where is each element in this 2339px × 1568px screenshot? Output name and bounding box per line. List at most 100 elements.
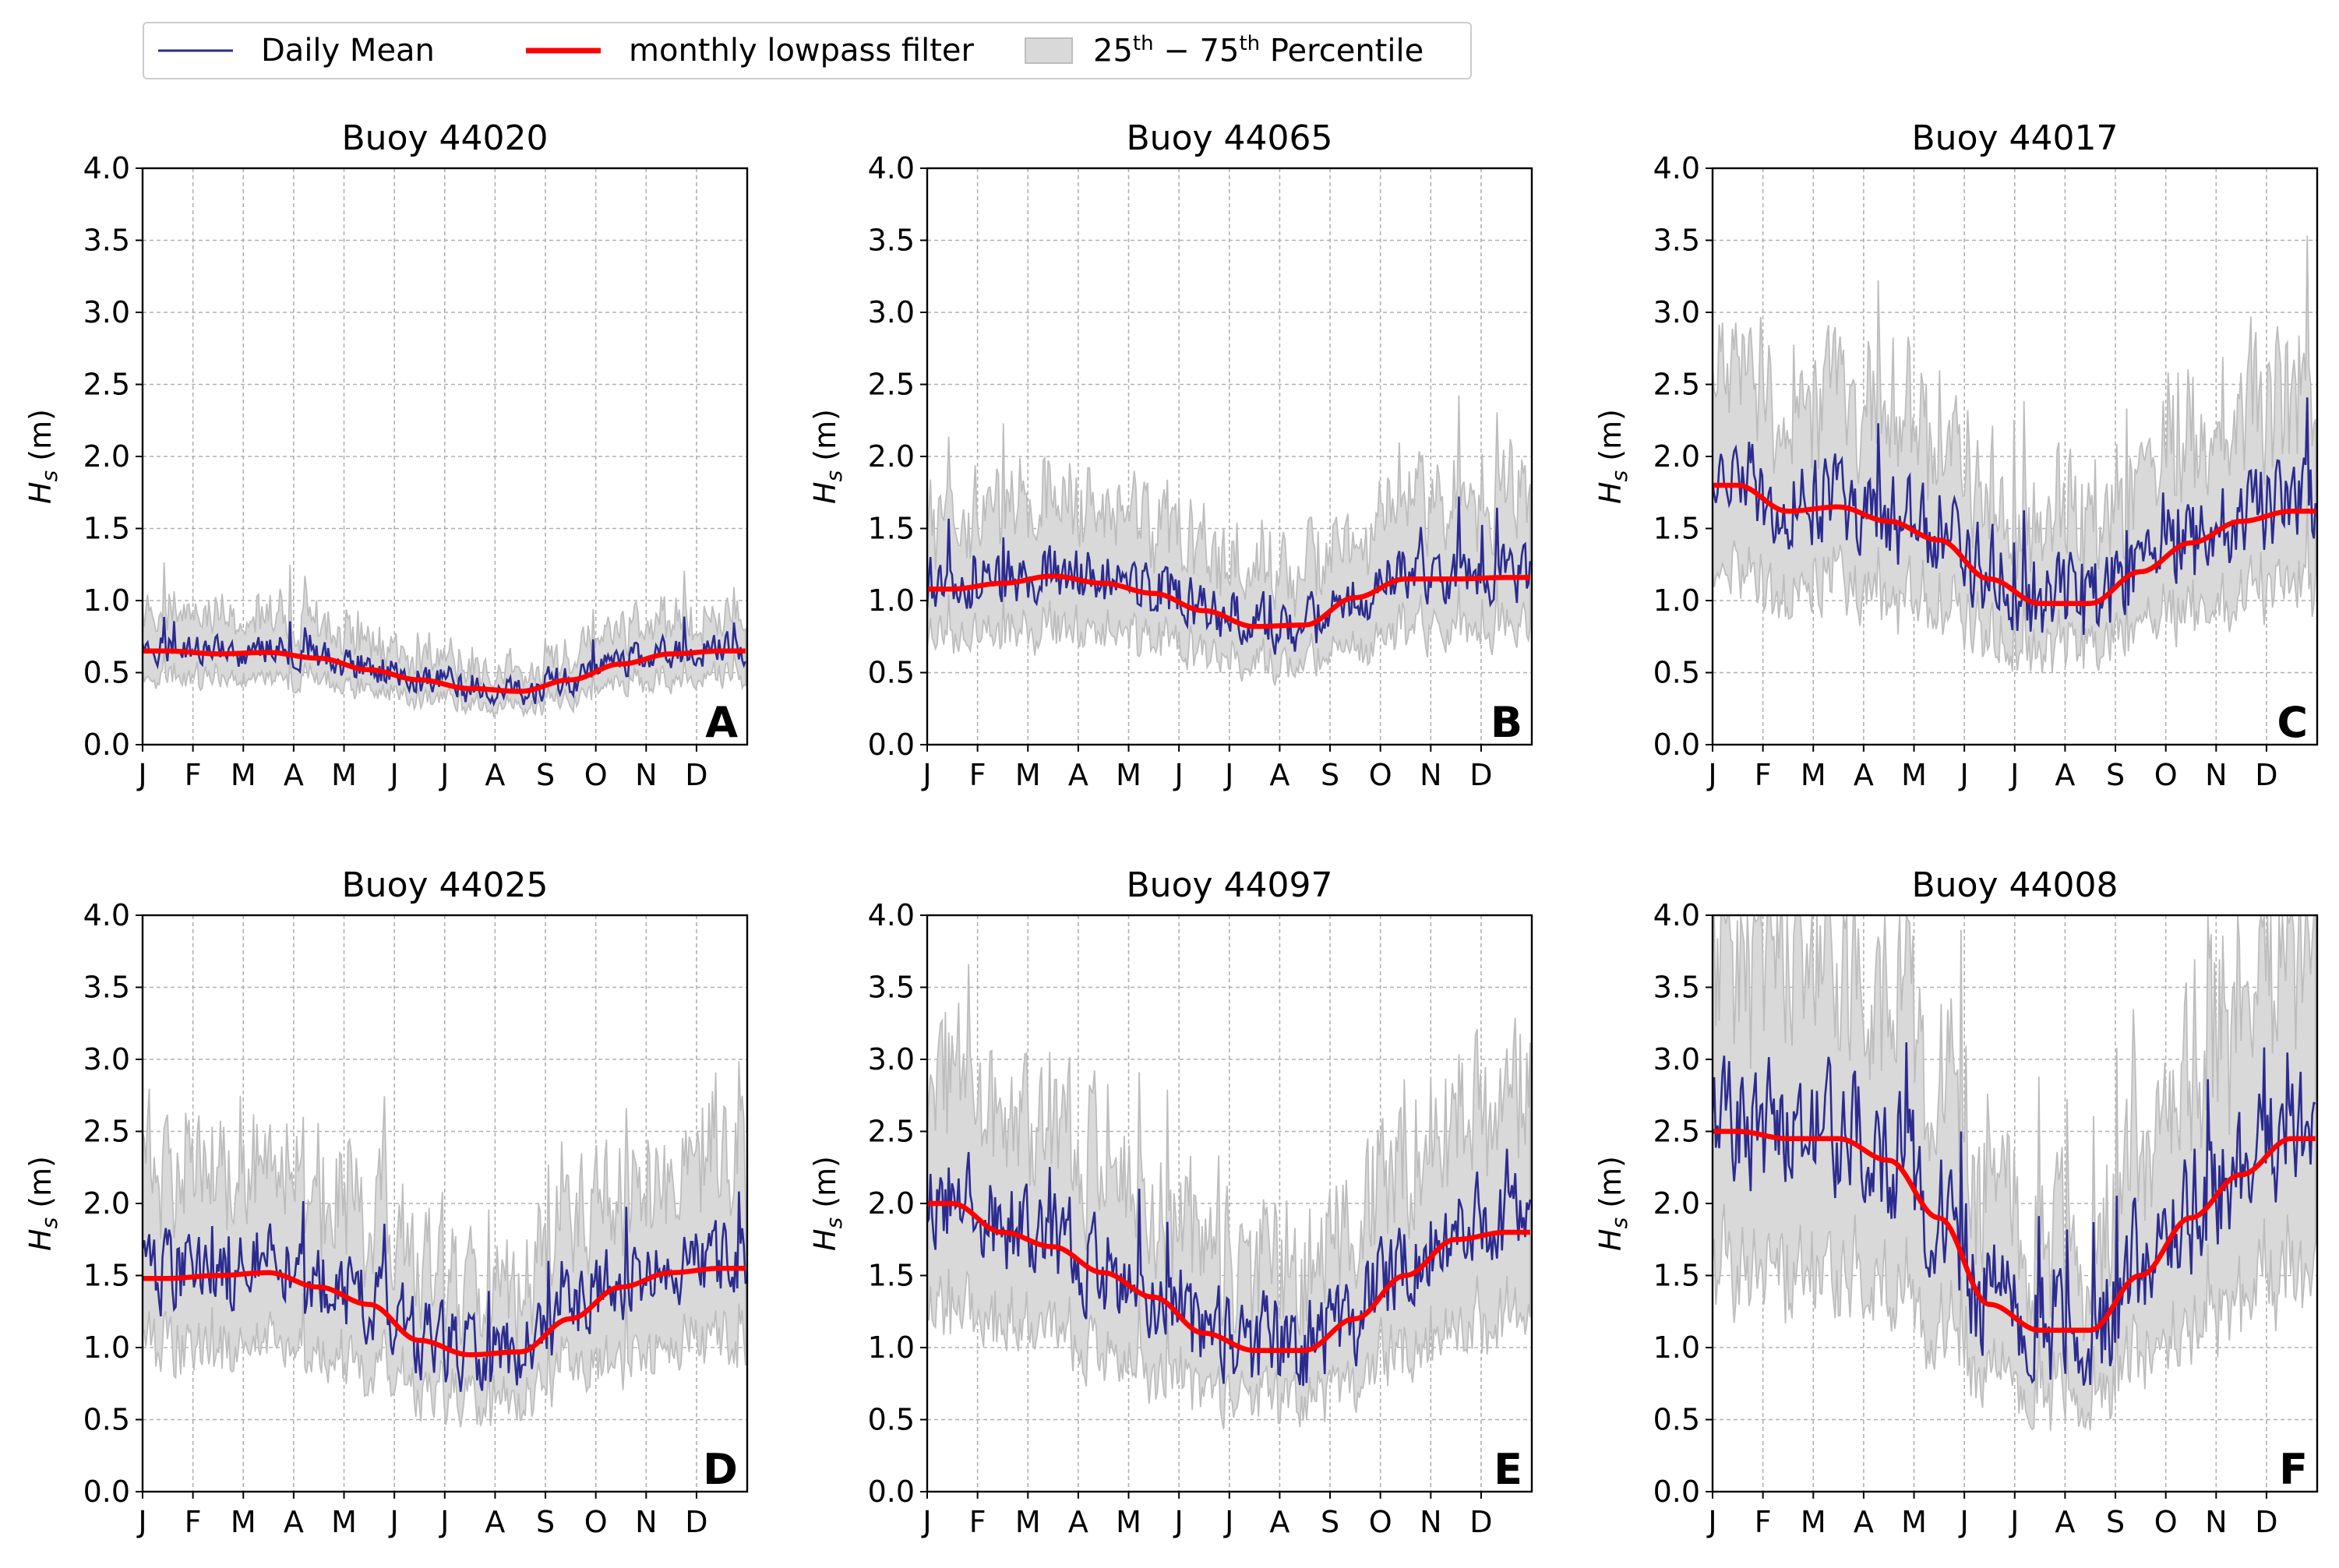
x-tick-label: D <box>2255 1505 2277 1539</box>
y-tick-label: 0.0 <box>83 728 130 762</box>
plot-area-6 <box>1713 915 2316 1431</box>
y-tick-label: 4.0 <box>83 898 130 932</box>
y-tick-label: 0.0 <box>1653 1475 1700 1509</box>
legend-item-percentile: 25th − 75th Percentile <box>1025 23 1424 78</box>
x-tick-label: J <box>389 758 399 792</box>
y-tick-label: 2.0 <box>868 1186 915 1221</box>
x-tick-label: M <box>1901 758 1927 792</box>
x-tick-label: J <box>921 1505 931 1539</box>
x-tick-label: A <box>1269 758 1289 792</box>
y-tick-label: 1.0 <box>868 583 915 618</box>
y-tick-label: 3.5 <box>1653 971 1700 1005</box>
chart-panel-4: 0.00.51.01.52.02.53.03.54.0J F M A M J J A S O N DB… <box>23 865 749 1539</box>
y-tick-label: 0.0 <box>1653 728 1700 762</box>
x-tick-label: N <box>1420 758 1441 792</box>
y-tick-label: 1.0 <box>83 1330 130 1365</box>
x-tick-label: A <box>1854 758 1874 792</box>
legend-item-daily-mean: Daily Mean <box>158 23 435 78</box>
y-tick-label: 0.5 <box>1653 1403 1700 1437</box>
lowpass-line <box>1713 482 2316 606</box>
panel-label: D <box>703 1445 738 1494</box>
x-tick-label: J <box>1173 758 1184 792</box>
y-tick-label: 2.5 <box>83 1115 130 1149</box>
x-tick-label: M <box>331 758 357 792</box>
legend-item-lowpass: monthly lowpass filter <box>526 23 974 78</box>
x-tick-label: S <box>1321 1505 1339 1539</box>
y-tick-label: 1.5 <box>83 1259 130 1293</box>
legend-label-daily-mean: Daily Mean <box>261 33 435 69</box>
chart-title: Buoy 44020 <box>342 118 549 158</box>
panel-label: E <box>1494 1445 1522 1494</box>
x-tick-label: A <box>1068 758 1088 792</box>
x-tick-label: J <box>2009 1505 2019 1539</box>
x-tick-label: J <box>439 1505 449 1539</box>
x-tick-label: A <box>2055 758 2075 792</box>
y-tick-label: 4.0 <box>868 898 915 932</box>
x-tick-label: J <box>1706 758 1716 792</box>
x-tick-label: D <box>685 1505 707 1539</box>
x-tick-label: S <box>2106 1505 2125 1539</box>
x-tick-label: M <box>231 1505 256 1539</box>
y-tick-label: 3.5 <box>83 971 130 1005</box>
daily-mean-line <box>1713 1042 2316 1387</box>
y-tick-label: 2.5 <box>1653 1115 1700 1149</box>
y-tick-label: 2.0 <box>83 439 130 474</box>
y-tick-label: 1.0 <box>1653 1330 1700 1365</box>
chart-title: Buoy 44097 <box>1127 865 1333 905</box>
y-tick-label: 4.0 <box>868 151 915 185</box>
x-tick-label: A <box>485 758 505 792</box>
x-tick-label: M <box>1116 758 1141 792</box>
x-tick-label: M <box>1901 1505 1927 1539</box>
lowpass-line <box>927 573 1530 629</box>
daily-mean-line <box>1713 397 2317 636</box>
x-tick-label: A <box>485 1505 505 1539</box>
y-axis-label: Hs (m) <box>23 1156 62 1251</box>
x-tick-label: A <box>1068 1505 1088 1539</box>
y-tick-label: 0.0 <box>83 1475 130 1509</box>
x-tick-label: O <box>2154 758 2178 792</box>
percentile-band <box>927 964 1531 1430</box>
y-tick-label: 0.5 <box>83 656 130 690</box>
x-tick-label: N <box>1420 1505 1441 1539</box>
x-tick-label: O <box>584 758 608 792</box>
x-tick-label: A <box>1269 1505 1289 1539</box>
x-tick-label: N <box>2205 1505 2227 1539</box>
y-axis-label: Hs (m) <box>808 409 847 504</box>
chart-panel-6: 0.00.51.01.52.02.53.03.54.0J F M A M J J A S O N DB… <box>1593 865 2319 1539</box>
y-tick-label: 0.0 <box>868 1475 915 1509</box>
x-tick-label: S <box>2106 758 2125 792</box>
x-tick-label: S <box>536 1505 555 1539</box>
x-tick-label: N <box>635 1505 657 1539</box>
y-tick-label: 3.0 <box>868 295 915 329</box>
lowpass-line <box>143 648 746 694</box>
x-tick-label: A <box>284 1505 304 1539</box>
y-tick-label: 4.0 <box>83 151 130 185</box>
y-tick-label: 0.5 <box>1653 656 1700 690</box>
x-tick-label: N <box>635 758 657 792</box>
y-tick-label: 3.0 <box>1653 1042 1700 1076</box>
y-axis-label: Hs (m) <box>1593 409 1632 504</box>
x-tick-label: M <box>1015 758 1041 792</box>
x-tick-label: O <box>1369 758 1392 792</box>
lowpass-line <box>1713 1129 2316 1334</box>
percentile-band <box>143 1061 746 1428</box>
y-tick-label: 1.0 <box>1653 583 1700 618</box>
y-tick-label: 0.0 <box>868 728 915 762</box>
x-tick-label: F <box>1755 758 1772 792</box>
y-tick-label: 4.0 <box>1653 151 1700 185</box>
y-tick-label: 3.5 <box>868 971 915 1005</box>
daily-mean-line <box>927 1148 1532 1387</box>
x-tick-label: J <box>1959 758 1969 792</box>
y-tick-label: 2.0 <box>868 439 915 474</box>
y-tick-label: 1.5 <box>868 1259 915 1293</box>
chart-legend: Daily Mean monthly lowpass filter 25th −… <box>143 22 1472 79</box>
y-tick-label: 3.5 <box>1653 224 1700 258</box>
percentile-band <box>143 562 746 719</box>
x-tick-label: D <box>1469 1505 1492 1539</box>
y-tick-label: 3.5 <box>868 224 915 258</box>
daily-mean-line <box>143 616 747 707</box>
legend-label-lowpass: monthly lowpass filter <box>629 33 974 69</box>
plot-area-2 <box>927 395 1532 686</box>
x-tick-label: A <box>1854 1505 1874 1539</box>
x-tick-label: M <box>1801 758 1826 792</box>
